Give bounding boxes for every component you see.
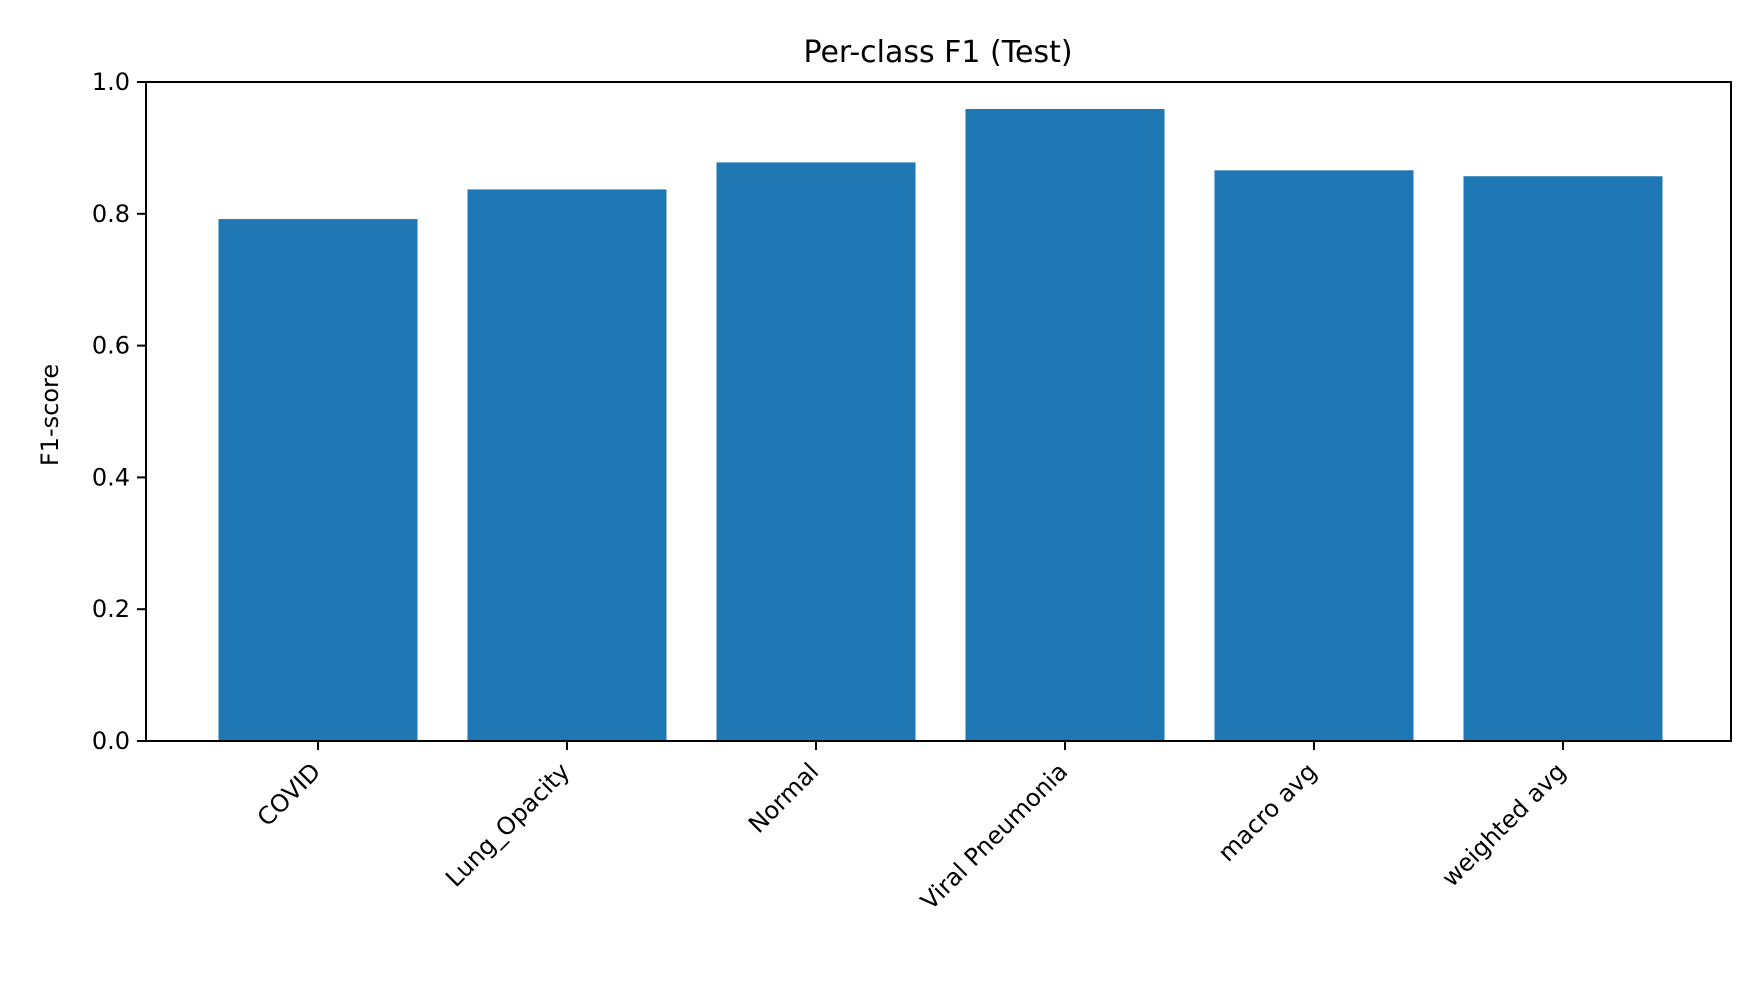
y-tick-label: 0.2 <box>92 595 130 623</box>
y-tick-label: 0.0 <box>92 727 130 755</box>
bar-covid <box>218 219 418 741</box>
x-axis: COVID Lung_Opacity Normal Viral Pneumonia ma… <box>252 741 1571 915</box>
bar-lung-opacity <box>467 189 667 742</box>
y-axis: 0.0 0.2 0.4 0.6 0.8 1.0 <box>92 68 146 755</box>
y-axis-label: F1-score <box>36 364 64 466</box>
x-tick-label: weighted avg <box>1436 757 1571 892</box>
bar-weighted-avg <box>1463 176 1663 741</box>
y-tick-label: 0.6 <box>92 332 130 360</box>
y-tick-label: 1.0 <box>92 68 130 96</box>
bar-viral-pneumonia <box>965 109 1165 742</box>
x-tick-label: macro avg <box>1213 757 1323 867</box>
x-tick-label: COVID <box>252 757 326 831</box>
y-tick-label: 0.4 <box>92 463 130 491</box>
bar-normal <box>716 162 916 741</box>
bars-group <box>218 109 1663 742</box>
plot-frame <box>145 81 1732 742</box>
bar-macro-avg <box>1214 170 1414 741</box>
chart-title: Per-class F1 (Test) <box>803 35 1072 70</box>
x-tick-label: Normal <box>743 757 824 838</box>
x-tick-label: Lung_Opacity <box>440 757 575 892</box>
y-tick-label: 0.8 <box>92 200 130 228</box>
x-tick-label: Viral Pneumonia <box>915 757 1073 915</box>
